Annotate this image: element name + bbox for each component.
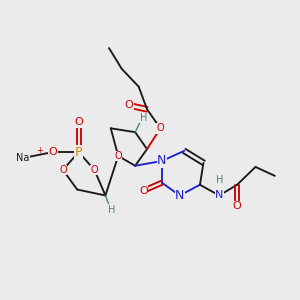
Text: N: N [175,189,184,202]
Text: O: O [59,165,67,175]
Text: H: H [108,205,116,215]
Text: N: N [215,190,224,200]
Text: O: O [139,186,148,196]
Text: O: O [74,117,83,128]
Text: O: O [91,165,98,175]
Text: O: O [125,100,134,110]
Text: N: N [157,154,167,167]
Text: O: O [114,151,122,161]
Text: +: + [36,146,43,155]
Text: Na: Na [16,153,30,163]
Text: P: P [75,146,82,159]
Text: H: H [216,175,223,185]
Text: H: H [140,113,147,123]
Text: O: O [233,202,242,212]
Text: O: O [48,147,57,157]
Text: O: O [157,123,164,133]
